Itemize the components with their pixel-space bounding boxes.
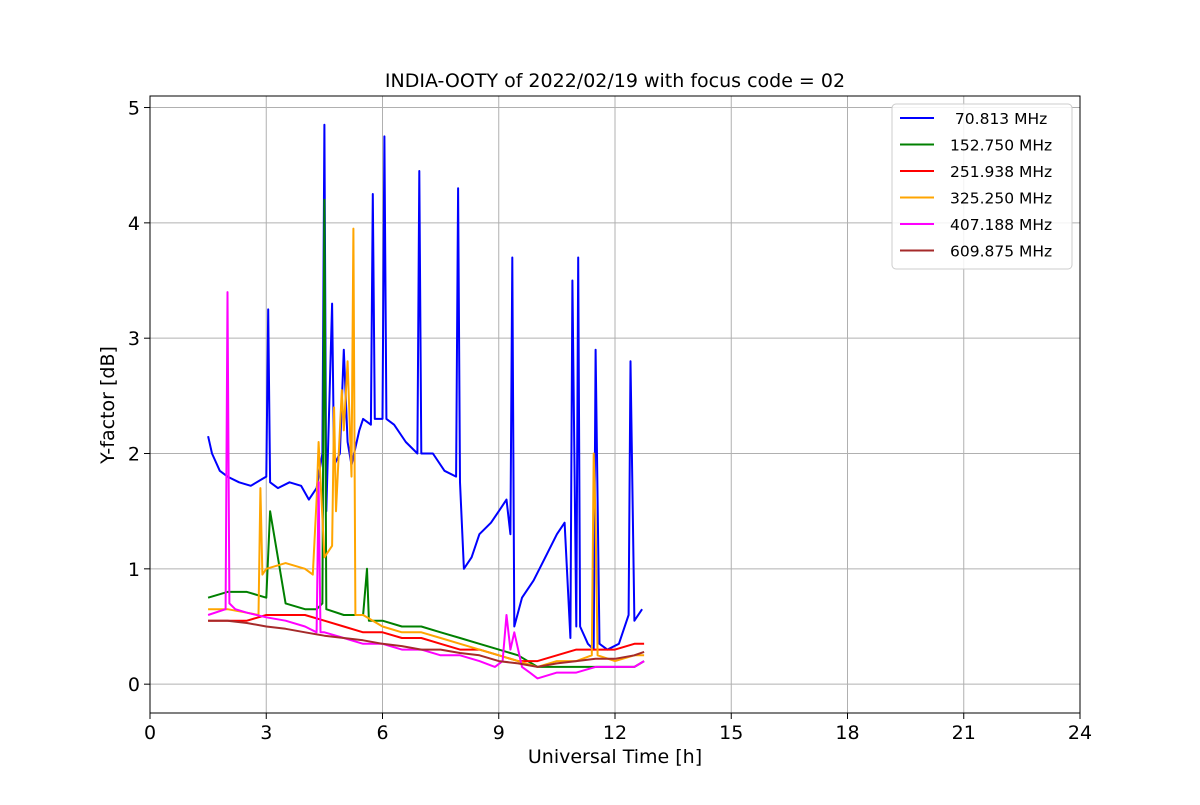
series-line-609-875-mhz (208, 619, 645, 668)
x-axis-label: Universal Time [h] (528, 746, 702, 768)
series-line-70-813-mhz (207, 123, 643, 651)
legend: 70.813 MHz 152.750 MHz 251.938 MHz 325.250 … (891, 103, 1073, 270)
legend-label: 325.250 MHz (950, 190, 1052, 208)
x-tick-label: 12 (603, 722, 627, 744)
legend-box (891, 103, 1073, 270)
x-tick-label: 9 (493, 722, 505, 744)
series-line-251-938-mhz (208, 614, 645, 663)
legend-label: 251.938 MHz (950, 163, 1052, 181)
y-axis-label: Y-factor [dB] (97, 346, 119, 465)
legend-label: 407.188 MHz (950, 216, 1052, 234)
x-tick-label: 3 (260, 722, 272, 744)
legend-label: 70.813 MHz (950, 110, 1047, 128)
legend-label: 152.750 MHz (950, 137, 1052, 155)
x-tick-label: 18 (835, 722, 859, 744)
legend-label: 609.875 MHz (950, 243, 1052, 261)
y-tick-label: 5 (128, 98, 140, 120)
y-tick-label: 1 (128, 559, 140, 581)
x-tick-label: 6 (376, 722, 388, 744)
x-tick-label: 24 (1068, 722, 1092, 744)
series-layer (207, 123, 645, 680)
series-line-152-750-mhz (207, 198, 645, 668)
y-tick-label: 3 (128, 328, 140, 350)
x-tick-label: 15 (719, 722, 743, 744)
x-tick-label: 21 (952, 722, 976, 744)
y-tick-label: 0 (128, 674, 140, 696)
y-tick-label: 4 (128, 213, 140, 235)
chart-title: INDIA-OOTY of 2022/02/19 with focus code… (385, 70, 845, 92)
y-tick-label: 2 (128, 444, 140, 466)
series-line-325-250-mhz (208, 227, 645, 668)
x-tick-label: 0 (144, 722, 156, 744)
